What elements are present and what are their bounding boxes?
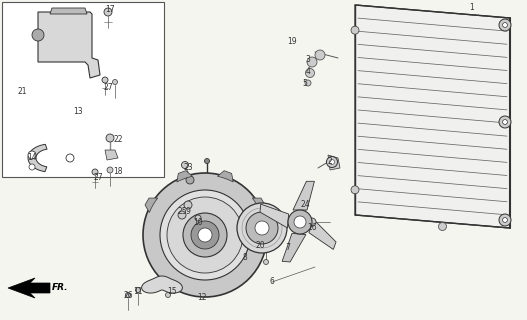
Circle shape	[167, 197, 243, 273]
Polygon shape	[38, 12, 100, 78]
Circle shape	[28, 151, 36, 159]
Circle shape	[184, 201, 192, 209]
Text: 27: 27	[103, 84, 113, 92]
Text: 17: 17	[105, 5, 115, 14]
Text: 11: 11	[133, 287, 143, 297]
Polygon shape	[355, 5, 510, 228]
Circle shape	[32, 29, 44, 41]
Text: 1: 1	[470, 3, 474, 12]
Polygon shape	[177, 171, 192, 182]
Circle shape	[29, 164, 35, 170]
Text: 4: 4	[306, 68, 310, 76]
Circle shape	[305, 80, 311, 86]
Polygon shape	[282, 233, 306, 262]
Text: 25: 25	[177, 207, 187, 217]
Text: 8: 8	[242, 253, 247, 262]
Text: 21: 21	[17, 87, 27, 97]
Circle shape	[499, 19, 511, 31]
Circle shape	[315, 50, 325, 60]
Text: 23: 23	[183, 164, 193, 172]
Circle shape	[66, 154, 74, 162]
Text: 16: 16	[307, 223, 317, 233]
Circle shape	[294, 216, 306, 228]
Circle shape	[112, 79, 118, 84]
Circle shape	[503, 23, 508, 28]
Circle shape	[306, 68, 315, 77]
Circle shape	[204, 158, 210, 164]
Circle shape	[165, 292, 171, 298]
Circle shape	[351, 186, 359, 194]
Circle shape	[102, 77, 108, 83]
Text: 14: 14	[27, 154, 37, 163]
Text: 9: 9	[186, 207, 190, 217]
Polygon shape	[309, 220, 336, 250]
Circle shape	[198, 228, 212, 242]
Text: 24: 24	[300, 201, 310, 210]
Text: 7: 7	[286, 244, 290, 252]
Circle shape	[237, 203, 287, 253]
Text: 5: 5	[302, 79, 307, 89]
Polygon shape	[28, 144, 47, 172]
Text: 2: 2	[328, 157, 333, 166]
Text: 12: 12	[197, 293, 207, 302]
Text: 18: 18	[113, 167, 123, 177]
Circle shape	[308, 218, 316, 226]
Circle shape	[499, 214, 511, 226]
Polygon shape	[142, 276, 182, 293]
Circle shape	[301, 196, 309, 204]
Circle shape	[191, 221, 219, 249]
Circle shape	[195, 215, 201, 221]
Circle shape	[143, 173, 267, 297]
Polygon shape	[260, 204, 289, 228]
Bar	[2, 2, 164, 177]
Polygon shape	[218, 171, 233, 182]
Circle shape	[499, 116, 511, 128]
Circle shape	[104, 8, 112, 16]
Circle shape	[125, 292, 131, 298]
Polygon shape	[293, 181, 315, 210]
Polygon shape	[8, 278, 50, 298]
Polygon shape	[50, 8, 87, 14]
Text: 10: 10	[193, 218, 203, 227]
Circle shape	[107, 167, 113, 173]
Text: 15: 15	[167, 287, 177, 297]
Text: 19: 19	[287, 37, 297, 46]
Polygon shape	[105, 150, 118, 160]
Circle shape	[246, 212, 278, 244]
Circle shape	[181, 162, 189, 169]
Circle shape	[438, 222, 446, 230]
Polygon shape	[145, 198, 158, 212]
Circle shape	[183, 213, 227, 257]
Text: FR.: FR.	[52, 284, 69, 292]
Circle shape	[351, 26, 359, 34]
Circle shape	[135, 287, 141, 292]
Circle shape	[307, 57, 317, 67]
Text: 27: 27	[93, 173, 103, 182]
Polygon shape	[328, 155, 340, 170]
Circle shape	[329, 159, 335, 164]
Circle shape	[178, 211, 186, 219]
Circle shape	[92, 169, 98, 175]
Circle shape	[327, 156, 337, 167]
Text: 6: 6	[270, 277, 275, 286]
Circle shape	[160, 190, 250, 280]
Circle shape	[106, 134, 114, 142]
Text: 20: 20	[255, 241, 265, 250]
Circle shape	[503, 218, 508, 222]
Circle shape	[264, 260, 268, 265]
Circle shape	[288, 210, 312, 234]
Text: 26: 26	[123, 291, 133, 300]
Circle shape	[186, 176, 194, 184]
Text: 22: 22	[113, 135, 123, 145]
Text: 3: 3	[306, 55, 310, 65]
Circle shape	[255, 221, 269, 235]
Circle shape	[503, 120, 508, 124]
Text: 13: 13	[73, 108, 83, 116]
Polygon shape	[252, 198, 265, 212]
